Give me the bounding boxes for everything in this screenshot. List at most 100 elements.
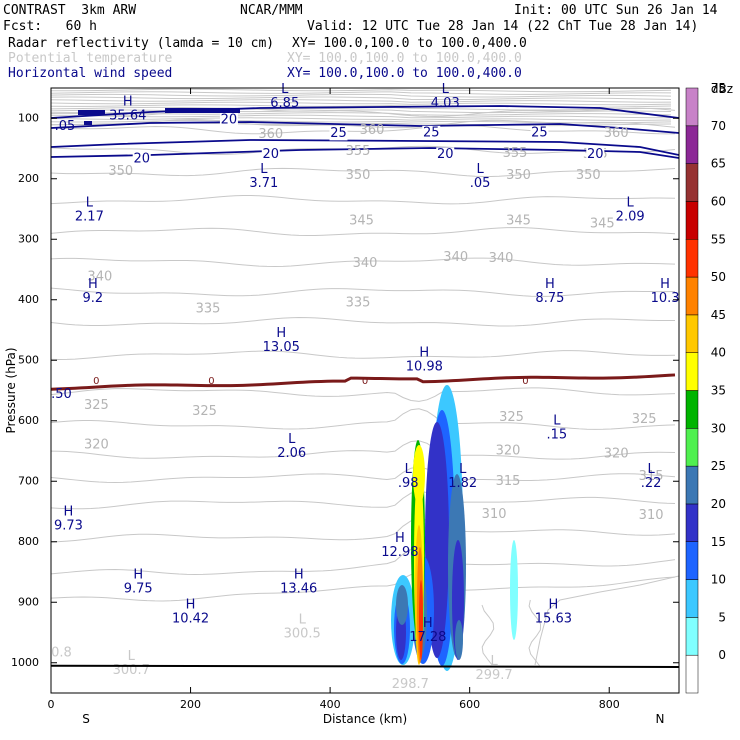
freezing-label: 0 [93,376,99,387]
x-axis-title: Distance (km) [323,712,407,726]
y-tick-label: 300 [18,232,39,245]
wind-max-core [84,121,92,125]
colorbar-swatch [685,163,699,202]
theta-line [51,350,676,360]
y-tick-label: 400 [18,293,39,306]
contour-labels: 3603603603553553553503503503503453453453… [51,82,679,692]
extremum-low-marker: L [405,462,413,477]
theta-label: 345 [506,214,531,229]
freezing-isotherm [51,373,676,391]
theta-line-upper [51,109,672,114]
theta-label: 310 [639,508,664,523]
wind-label: 25 [330,126,347,141]
x-tick-label: 0 [48,698,55,711]
wind-label: 25 [531,125,548,140]
field-theta-name: Potential temperature [8,51,173,66]
theta-label: 350 [506,168,531,183]
wind-label-mask [261,147,280,162]
field-wind-name: Horizontal wind speed [8,66,173,81]
plot-frame [50,87,680,694]
colorbar-tick-label: 30 [711,421,726,435]
freezing-label: 0 [208,376,214,387]
theta-label: 315 [639,469,664,484]
extremum-low-marker: L [477,162,485,177]
extremum-value: 2.06 [277,446,306,461]
extremum-value: 15.63 [535,612,572,627]
theta-line [51,518,676,543]
y-tick-label: 500 [18,353,39,366]
theta-line [51,125,676,135]
extremum-value: 2.09 [616,209,645,224]
y-tick-label: 600 [18,414,39,427]
extremum-high-marker: H [276,326,286,341]
theta-line-upper [51,114,672,119]
reflectivity-cell [419,580,423,660]
colorbar-tick-label: 50 [711,270,726,284]
colorbar-tick-label: 40 [711,346,726,360]
extremum-value: 13.46 [280,581,317,596]
colorbar-swatch [685,125,699,164]
colorbar-swatch [685,390,699,429]
theta-label: 325 [632,412,657,427]
y-axis-title: Pressure (hPa) [4,347,18,433]
extremum-value: 300.5 [284,627,321,642]
theta-label: 355 [503,146,528,161]
theta-label: 340 [489,251,514,266]
reflectivity-cell [455,620,463,660]
wind-label-mask [530,125,549,140]
wind-label-mask [132,151,151,166]
wind-label-mask [329,126,348,141]
theta-line [51,167,676,177]
colorbar-swatch [685,428,699,467]
extremum-value: 4.03 [431,96,460,111]
wind-label-mask [422,125,441,140]
colorbar-swatch [685,617,699,656]
reflectivity-cell [510,540,518,640]
y-tick-label: 700 [18,474,39,487]
theta-line-surface [534,575,679,666]
extremum-high-marker: H [549,598,559,613]
wind-label-mask [436,147,455,162]
extremum-value: 9.75 [124,581,153,596]
theta-line [51,547,676,575]
theta-label: 320 [496,444,521,459]
theta-label: 360 [258,127,283,142]
wind-label: 20 [587,147,604,162]
theta-line-upper [51,91,672,95]
extremum-value: .05 [470,176,491,191]
extremum-high-marker: H [660,277,670,292]
wind-label: 20 [133,151,150,166]
x-tick-label: 200 [180,698,201,711]
extremum-high-marker: H [545,277,555,292]
wind-label-mask [586,147,605,162]
theta-line [51,257,676,267]
extremum-value: 10.3 [651,291,680,306]
theta-line [51,287,676,297]
colorbar-swatch [685,503,699,542]
theta-label: 325 [84,398,109,413]
forecast-hour: Fcst: 60 h [3,19,97,34]
wind-max-core [78,110,105,115]
x-axis-start-label: S [82,712,90,726]
colorbar-swatch [685,352,699,391]
extremum-value: 10.98 [406,359,443,374]
theta-label: 310 [482,507,507,522]
theta-label: 320 [84,437,109,452]
freezing-label: 0 [522,376,528,387]
wind-label-mask [219,113,238,128]
surface-line [50,664,680,668]
theta-line-surface [528,599,542,667]
colorbar-swatch [685,201,699,240]
colorbar-tick-label: 5 [718,610,726,624]
colorbar-swatch [685,276,699,316]
theta-contours [51,88,679,667]
theta-label: 325 [192,404,217,419]
colorbar-swatch [685,654,699,694]
extremum-high-marker: H [123,94,133,109]
extremum-value: 1.82 [448,476,477,491]
wind-contour-line [51,121,679,134]
colorbar-tick-label: 65 [711,157,726,171]
